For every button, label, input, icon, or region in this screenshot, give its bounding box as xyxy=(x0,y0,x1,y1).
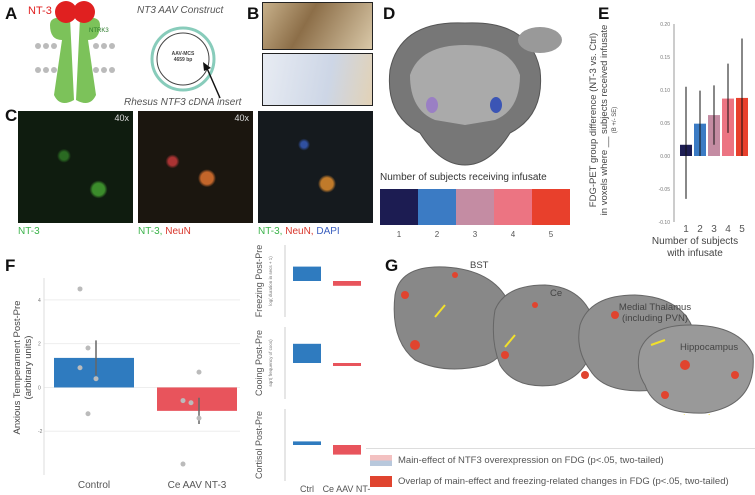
chart-f-side: Freezing Post-Pre log( duration in secs +… xyxy=(254,245,370,494)
y-tick-label: 0.15 xyxy=(660,55,670,61)
data-point xyxy=(77,365,83,371)
arrow-icon xyxy=(203,62,221,99)
colorbar-ticks: 1 2 3 4 5 xyxy=(380,230,570,239)
colorbar-title: Number of subjects receiving infusate xyxy=(380,172,547,183)
data-point xyxy=(93,376,99,382)
colorbar-segment xyxy=(418,189,456,225)
x-tick-label: Ce AAV NT-3 xyxy=(168,480,227,491)
data-point xyxy=(188,400,194,406)
brain-slices-image xyxy=(393,266,754,415)
x-tick-label: Ctrl xyxy=(300,484,314,494)
side-ylabel-sub: log( duration in secs + 1) xyxy=(268,256,273,306)
region-hippocampus: Hippocampus xyxy=(680,342,739,353)
x-tick-label: 1 xyxy=(683,224,689,235)
construct-title: NT3 AAV Construct xyxy=(137,5,224,16)
side-ylabel: Freezing Post-Pre xyxy=(254,245,264,318)
y-tick-label: 2 xyxy=(38,342,41,348)
colorbar-tick: 2 xyxy=(434,230,440,239)
y-tick-label: 0.00 xyxy=(660,154,670,160)
caption-nt3-neun: NT-3, NeuN xyxy=(138,226,191,237)
data-point xyxy=(85,411,91,417)
region-ce: Ce xyxy=(550,288,563,299)
data-point xyxy=(196,369,202,375)
bar xyxy=(333,363,361,366)
y-tick-label: 0.10 xyxy=(660,88,670,94)
plasmid-name: AAV-MCS 4659 bp xyxy=(171,51,195,63)
caption-nt3: NT-3 xyxy=(18,226,40,237)
colorbar-tick: 1 xyxy=(396,230,402,239)
colorbar-segment xyxy=(532,189,570,225)
plasmid-map xyxy=(150,26,216,92)
bar xyxy=(293,266,321,281)
coronal-brain-image xyxy=(388,22,562,166)
legend-item-main-effect: Main-effect of NTF3 overexpression on FD… xyxy=(370,452,751,468)
panel-label-g: G xyxy=(385,256,399,275)
bar xyxy=(293,343,321,363)
legend-item-overlap: Overlap of main-effect and freezing-rela… xyxy=(370,473,751,489)
panel-label-b: B xyxy=(247,4,260,23)
y-tick-label: 0 xyxy=(38,385,41,391)
data-point xyxy=(180,398,186,404)
panel-label-c: C xyxy=(5,106,18,125)
panel-label-f: F xyxy=(5,256,16,275)
data-point xyxy=(85,345,91,351)
colorbar-segment xyxy=(456,189,494,225)
g-legend: Main-effect of NTF3 overexpression on FD… xyxy=(366,448,755,493)
chart-e: 0.20 0.15 0.10 0.05 0.00 -0.05 -0.10 1 2 3 4 5 xyxy=(659,22,748,235)
micrograph-nt3: 40x xyxy=(18,111,133,223)
bar xyxy=(333,445,361,455)
histology-image-bottom xyxy=(262,53,373,106)
x-tick-label: 5 xyxy=(739,224,745,235)
y-tick-label: -0.10 xyxy=(659,220,671,226)
side-ylabel: Cooing Post-Pre xyxy=(254,330,264,396)
region-medial-thalamus: Medial Thalamus (including PVN) xyxy=(618,302,692,324)
micrograph-merged xyxy=(258,111,373,223)
x-tick-label: 3 xyxy=(711,224,717,235)
micrograph-nt3-neun: 40x xyxy=(138,111,253,223)
y-tick-label: 0.05 xyxy=(660,121,670,127)
legend-swatch xyxy=(370,475,392,487)
side-ylabel: Cortisol Post-Pre xyxy=(254,411,264,479)
side-ylabel-sub: sqrt( frequency of coos) xyxy=(268,339,273,387)
x-tick-label: Ce AAV NT-3 xyxy=(323,484,370,494)
data-point xyxy=(180,461,186,467)
colorbar-segment xyxy=(380,189,418,225)
insert-label: Rhesus NTF3 cDNA insert xyxy=(124,97,242,108)
x-tick-label: 4 xyxy=(725,224,731,235)
bar xyxy=(293,441,321,445)
panel-label-a: A xyxy=(5,4,18,23)
caption-nt3-neun-dapi: NT-3, NeuN, DAPI xyxy=(258,226,340,237)
colorbar-tick: 4 xyxy=(510,230,516,239)
histology-image-top xyxy=(262,2,373,50)
y-tick-label: 4 xyxy=(38,298,41,304)
panel-label-e: E xyxy=(598,4,610,23)
region-bst: BST xyxy=(470,260,489,271)
x-tick-label: 2 xyxy=(697,224,703,235)
y-tick-label: -2 xyxy=(38,429,43,435)
receptor-diagram xyxy=(35,1,115,104)
bar xyxy=(54,357,134,388)
x-tick-label: Control xyxy=(78,480,110,491)
data-point xyxy=(77,286,83,292)
colorbar-tick: 3 xyxy=(472,230,478,239)
chart-f: 4 2 0 -2 Control Ce AAV NT-3 xyxy=(38,278,240,491)
colorbar-segment xyxy=(494,189,532,225)
legend-swatch xyxy=(370,454,392,466)
e-xlabel: Number of subjects with infusate xyxy=(651,236,739,259)
y-tick-label: -0.05 xyxy=(659,187,671,193)
ntrk3-label: NTRK3 xyxy=(89,28,109,34)
y-tick-label: 0.20 xyxy=(660,22,670,28)
bar xyxy=(157,387,237,411)
data-point xyxy=(196,415,202,421)
nt3-label: NT-3 xyxy=(28,5,52,17)
panel-label-d: D xyxy=(383,4,396,23)
colorbar-tick: 5 xyxy=(548,230,554,239)
colorbar xyxy=(380,189,570,225)
bar xyxy=(333,281,361,286)
